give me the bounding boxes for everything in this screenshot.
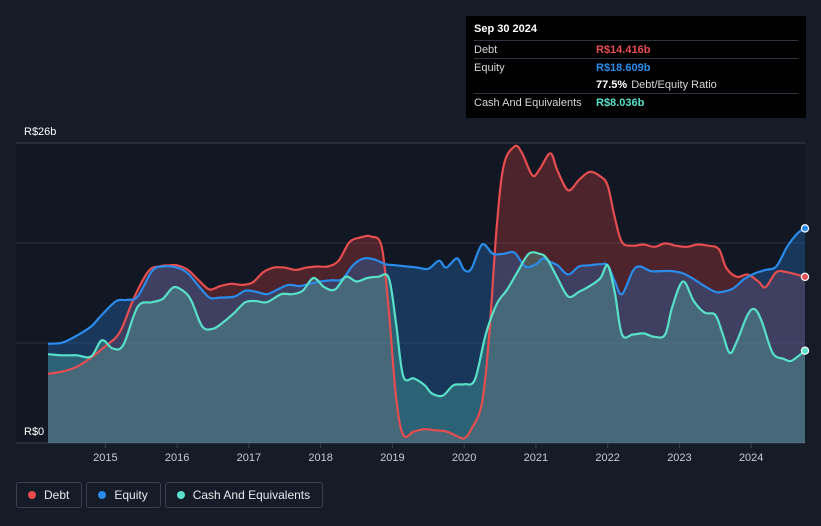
legend-item-equity[interactable]: Equity	[86, 482, 161, 508]
tooltip-row-debt: Debt R$14.416b	[474, 40, 798, 58]
x-tick-label: 2018	[308, 452, 332, 464]
legend-dot-icon	[176, 491, 185, 499]
tooltip-row-equity: Equity R$18.609b	[474, 58, 798, 76]
x-tick-label: 2022	[595, 452, 619, 464]
x-tick-label: 2016	[165, 452, 189, 464]
tooltip-value: R$18.609b	[596, 61, 651, 74]
legend-label: Cash And Equivalents	[192, 488, 311, 502]
equity-area	[48, 228, 805, 443]
y-axis-bottom-label: R$0	[24, 426, 44, 438]
x-tick-label: 2021	[524, 452, 548, 464]
x-tick-label: 2019	[380, 452, 404, 464]
series-end-markers	[800, 224, 810, 355]
legend-label: Equity	[114, 488, 148, 502]
x-tick-label: 2017	[237, 452, 261, 464]
legend-label: Debt	[44, 488, 70, 502]
plot-background	[16, 143, 805, 444]
x-tick-label: 2015	[93, 452, 117, 464]
equity-line	[47, 227, 806, 345]
legend: Debt Equity Cash And Equivalents	[16, 482, 324, 508]
tooltip-label: Debt	[474, 43, 498, 56]
cash-and-equivalents-end-marker	[800, 346, 810, 355]
tooltip-row-cash: Cash And Equivalents R$8.036b	[474, 93, 798, 111]
tooltip-value: 77.5%	[596, 78, 628, 91]
series-lines	[47, 144, 806, 440]
y-axis-top-label: R$26b	[24, 126, 56, 138]
legend-dot-icon	[98, 491, 107, 499]
legend-item-debt[interactable]: Debt	[16, 482, 83, 508]
x-tick-label: 2024	[739, 452, 763, 464]
tooltip-ratio-caption: Debt/Equity Ratio	[631, 78, 717, 91]
tooltip-row-ratio: 77.5% Debt/Equity Ratio	[474, 76, 798, 93]
legend-dot-icon	[28, 491, 36, 499]
tooltip-date: Sep 30 2024	[474, 23, 537, 35]
x-axis-ticks: 2015 2016 2017 2018 2019 2020 2021 2022 2023 2024	[93, 443, 763, 464]
x-tick-label: 2020	[452, 452, 476, 464]
x-tick-label: 2023	[667, 452, 691, 464]
debt-line	[47, 144, 806, 440]
equity-end-marker	[800, 224, 810, 233]
gridlines	[16, 142, 805, 444]
tooltip: Sep 30 2024 Debt R$14.416b Equity R$18.6…	[466, 16, 806, 118]
tooltip-label: Cash And Equivalents	[474, 96, 582, 109]
tooltip-value: R$14.416b	[596, 43, 651, 56]
tooltip-label: Equity	[474, 61, 505, 74]
debt-area	[48, 145, 805, 443]
legend-item-cash[interactable]: Cash And Equivalents	[164, 482, 324, 508]
debt-end-marker	[800, 272, 810, 282]
cash-and-equivalents-line	[47, 251, 806, 398]
tooltip-value: R$8.036b	[596, 96, 645, 109]
